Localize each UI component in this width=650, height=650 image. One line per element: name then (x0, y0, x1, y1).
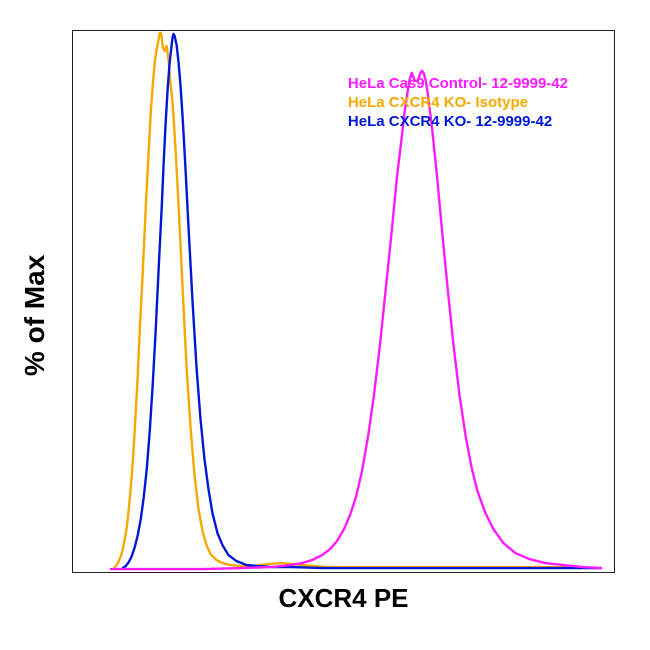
legend-item-0: HeLa Cas9 Control- 12-9999-42 (348, 75, 568, 94)
legend-item-1: HeLa CXCR4 KO- Isotype (348, 94, 568, 113)
x-axis-label: CXCR4 PE (72, 583, 615, 614)
y-axis-label-wrap: % of Max (15, 0, 55, 650)
legend-item-2: HeLa CXCR4 KO- 12-9999-42 (348, 113, 568, 132)
y-axis-label: % of Max (19, 255, 51, 376)
legend: HeLa Cas9 Control- 12-9999-42 HeLa CXCR4… (348, 75, 568, 131)
chart-container: % of Max HeLa Cas9 Control- 12-9999-42 H… (0, 0, 650, 650)
plot-area: HeLa Cas9 Control- 12-9999-42 HeLa CXCR4… (72, 30, 615, 573)
